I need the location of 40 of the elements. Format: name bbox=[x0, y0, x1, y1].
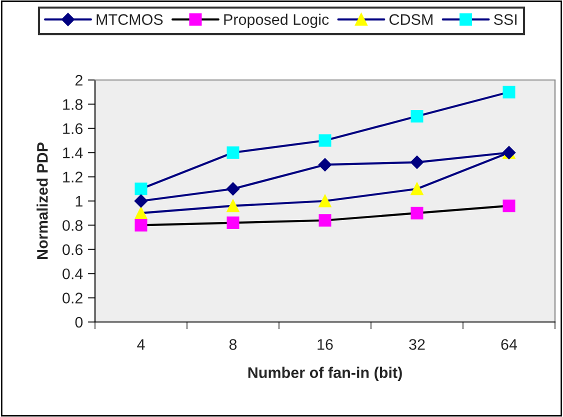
y-tick-label: 1 bbox=[76, 196, 82, 207]
y-tick-label: 1.4 bbox=[63, 148, 83, 158]
point bbox=[410, 206, 424, 220]
x-tick-label: 16 bbox=[318, 339, 333, 350]
x-axis-title: Number of fan-in (bit) bbox=[248, 366, 402, 382]
x-tick-label: 64 bbox=[501, 339, 518, 350]
point bbox=[226, 200, 240, 212]
point bbox=[502, 200, 516, 212]
point bbox=[410, 156, 424, 169]
legend-label: Proposed Logic bbox=[224, 14, 329, 28]
x-tick-label: 8 bbox=[229, 339, 237, 350]
y-tick-label: 0.4 bbox=[62, 268, 83, 280]
legend-label: SSI bbox=[494, 14, 517, 25]
x-tick-label: 4 bbox=[137, 339, 145, 350]
y-tick-label: 1.8 bbox=[63, 99, 83, 110]
point bbox=[134, 218, 148, 232]
point bbox=[318, 214, 332, 227]
y-tick-label: 0.6 bbox=[62, 244, 83, 256]
y-axis-title: Normalized PDP bbox=[36, 142, 48, 259]
point bbox=[410, 110, 424, 123]
legend-label: CDSM bbox=[389, 14, 432, 25]
x-tick-label: 32 bbox=[409, 339, 425, 350]
legend-label: MTCMOS bbox=[96, 14, 163, 25]
y-tick-label: 0.2 bbox=[62, 292, 82, 304]
point bbox=[226, 216, 240, 230]
y-tick-label: 1.6 bbox=[63, 123, 83, 134]
point bbox=[318, 158, 332, 172]
point bbox=[134, 206, 148, 220]
point bbox=[502, 86, 516, 98]
y-tick-label: 0.8 bbox=[62, 220, 83, 231]
point bbox=[134, 182, 148, 196]
point bbox=[318, 134, 332, 147]
point bbox=[318, 194, 332, 208]
point bbox=[226, 182, 240, 196]
y-tick-label: 0 bbox=[75, 316, 83, 328]
y-tick-label: 2 bbox=[75, 74, 82, 86]
point bbox=[134, 194, 148, 208]
point bbox=[226, 146, 240, 159]
point bbox=[410, 182, 424, 196]
y-tick-label: 1.2 bbox=[63, 172, 82, 182]
